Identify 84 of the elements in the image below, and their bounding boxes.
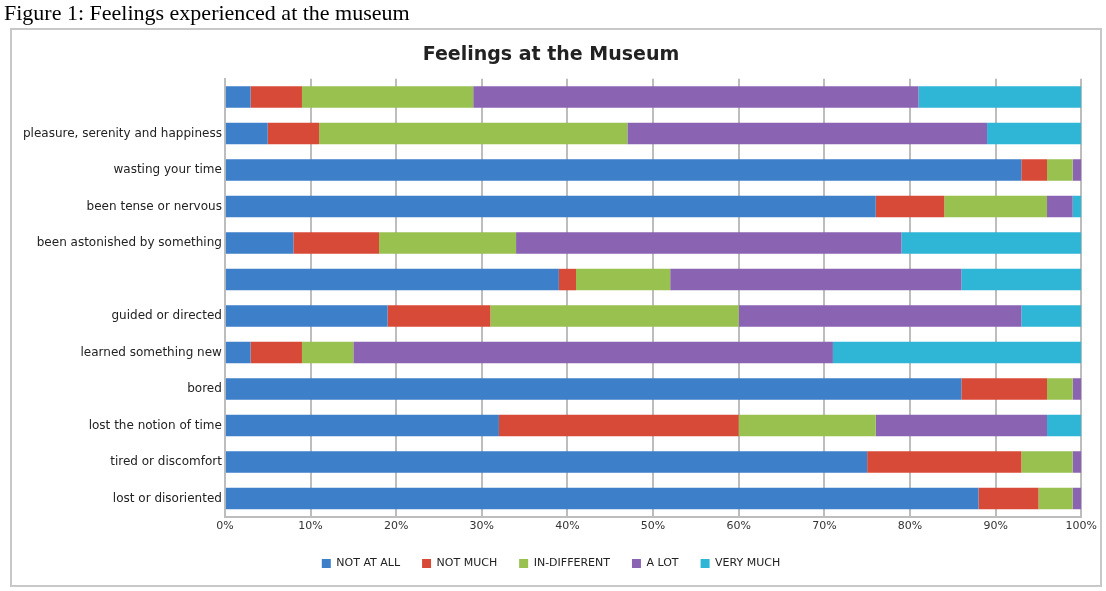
bar — [1072, 159, 1082, 181]
bar — [225, 378, 962, 400]
bar — [387, 305, 491, 327]
bar — [627, 122, 988, 145]
legend-label: IN-DIFFERENT — [533, 556, 611, 570]
bar — [225, 232, 294, 254]
bar — [1021, 159, 1048, 181]
bar — [558, 268, 577, 291]
y-tick-label: lost the notion of time — [88, 417, 222, 432]
bar — [1047, 195, 1073, 218]
x-tick-label: 20% — [383, 519, 409, 533]
y-tick-label: been tense or nervous — [86, 198, 222, 213]
bar — [225, 195, 876, 218]
bar — [250, 86, 302, 108]
y-tick-label: tired or discomfort — [110, 454, 223, 469]
bar — [1072, 487, 1082, 510]
bar — [670, 268, 962, 291]
bar — [1047, 159, 1073, 181]
bar — [250, 341, 302, 364]
bar — [267, 122, 320, 145]
bar — [1047, 414, 1082, 437]
bar — [301, 341, 354, 364]
bar — [225, 159, 1022, 181]
bar — [225, 414, 499, 437]
bar — [832, 341, 1082, 364]
bar — [875, 195, 945, 218]
legend-label: NOT AT ALL — [336, 556, 401, 570]
bar — [225, 341, 251, 364]
bar — [738, 414, 876, 437]
bar — [353, 341, 833, 364]
bar — [473, 86, 919, 108]
bar — [225, 305, 388, 327]
bar — [1072, 451, 1082, 473]
legend-label: VERY MUCH — [715, 556, 781, 570]
x-tick-label: 60% — [726, 519, 751, 533]
bar — [1072, 195, 1082, 218]
x-tick-label: 40% — [555, 519, 580, 533]
bar — [516, 232, 902, 254]
x-tick-label: 0% — [216, 519, 234, 533]
bar — [1021, 451, 1073, 473]
caption: Figure 1: Feelings experienced at the museum — [4, 0, 410, 26]
bar — [225, 268, 559, 291]
bar — [1047, 378, 1073, 400]
bar — [978, 487, 1039, 510]
bar — [944, 195, 1048, 218]
bar — [987, 122, 1082, 145]
y-tick-label: lost or disoriented — [112, 490, 222, 505]
y-tick-label: guided or directed — [111, 308, 222, 323]
x-tick-label: 70% — [812, 519, 837, 533]
legend-label: A LOT — [646, 556, 679, 570]
y-tick-label: wasting your time — [113, 162, 222, 177]
bar — [225, 451, 868, 473]
bar — [293, 232, 380, 254]
bar — [225, 122, 268, 145]
bar — [1072, 378, 1082, 400]
bar — [738, 305, 1022, 327]
bar — [1021, 305, 1082, 327]
bar — [1038, 487, 1073, 510]
bar — [379, 232, 517, 254]
bar — [961, 268, 1082, 291]
bar — [301, 86, 474, 108]
y-tick-label: bored — [187, 381, 222, 396]
bar — [901, 232, 1082, 254]
bar — [875, 414, 1048, 437]
bar — [490, 305, 739, 327]
x-tick-label: 80% — [897, 519, 923, 533]
bar — [961, 378, 1048, 400]
bar — [867, 451, 1022, 473]
x-tick-label: 90% — [983, 519, 1008, 533]
bar — [918, 86, 1082, 108]
y-tick-label: been astonished by something — [36, 235, 222, 250]
y-tick-label: pleasure, serenity and happiness — [22, 125, 222, 140]
chart-title: Feelings at the Museum — [422, 42, 680, 65]
x-tick-label: 100% — [1065, 519, 1097, 533]
bar — [319, 122, 628, 145]
bar — [225, 86, 251, 108]
legend-label: NOT MUCH — [436, 556, 498, 570]
bar — [498, 414, 739, 437]
x-tick-label: 10% — [298, 519, 323, 533]
x-tick-label: 50% — [640, 519, 666, 533]
bar — [225, 487, 979, 510]
y-tick-label: learned something new — [80, 344, 223, 359]
bar — [576, 268, 671, 291]
x-tick-label: 30% — [469, 519, 495, 533]
